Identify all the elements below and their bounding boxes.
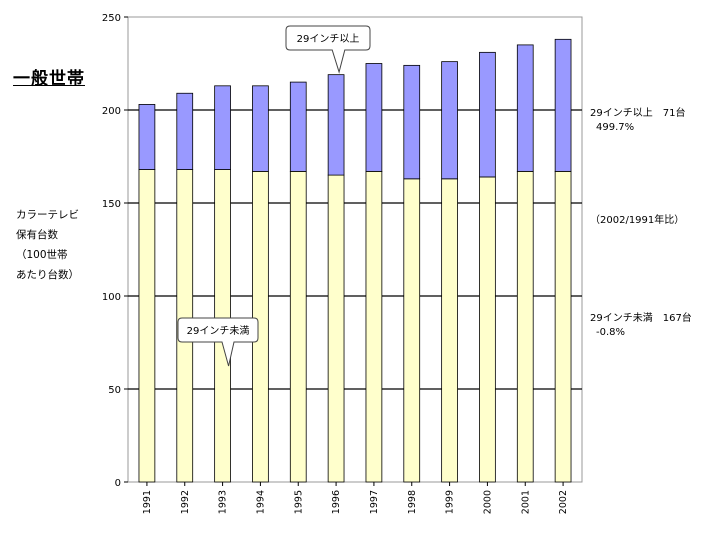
bar-segment-over29 (177, 93, 193, 169)
bar-segment-over29 (328, 75, 344, 175)
x-tick-label: 2000 (482, 490, 493, 514)
bar-segment-under29 (555, 171, 571, 482)
bar-segment-under29 (139, 170, 155, 482)
bar-segment-over29 (517, 45, 533, 171)
bar-segment-over29 (139, 104, 155, 169)
bar-segment-under29 (328, 175, 344, 482)
y-tick-label: 0 (115, 478, 121, 489)
callout-label: 29インチ未満 (187, 325, 250, 337)
y-tick-label: 50 (108, 385, 121, 396)
x-tick-label: 1998 (407, 490, 418, 514)
bar-segment-under29 (404, 179, 420, 482)
plot-frame (128, 17, 582, 482)
callout-shape (286, 26, 370, 72)
bar-segment-under29 (479, 177, 495, 482)
x-tick-label: 1999 (445, 490, 456, 514)
bar-segment-under29 (366, 171, 382, 482)
bar-segment-over29 (442, 62, 458, 179)
y-tick-label: 250 (102, 13, 121, 24)
y-tick-label: 200 (102, 106, 121, 117)
x-tick-label: 1992 (180, 490, 191, 514)
x-tick-label: 1994 (255, 490, 266, 514)
bar-segment-over29 (555, 39, 571, 171)
bar-segment-under29 (442, 179, 458, 482)
callout-label: 29インチ以上 (297, 33, 360, 45)
bar-segment-over29 (404, 65, 420, 178)
bar-segment-over29 (479, 52, 495, 177)
x-tick-label: 2002 (558, 490, 569, 514)
bar-segment-over29 (290, 82, 306, 171)
x-tick-label: 2001 (520, 490, 531, 514)
bar-segment-over29 (366, 64, 382, 172)
x-tick-label: 1991 (142, 490, 153, 514)
bar-segment-under29 (517, 171, 533, 482)
bar-segment-over29 (215, 86, 231, 170)
x-tick-label: 1997 (369, 490, 380, 514)
x-tick-label: 1993 (218, 490, 229, 514)
bar-segment-under29 (290, 171, 306, 482)
y-tick-label: 150 (102, 199, 121, 210)
y-tick-label: 100 (102, 292, 121, 303)
x-tick-label: 1995 (293, 490, 304, 514)
x-tick-label: 1996 (331, 490, 342, 514)
bar-segment-over29 (252, 86, 268, 172)
bar-layer (139, 39, 571, 482)
callout-over29: 29インチ以上 (286, 26, 370, 72)
